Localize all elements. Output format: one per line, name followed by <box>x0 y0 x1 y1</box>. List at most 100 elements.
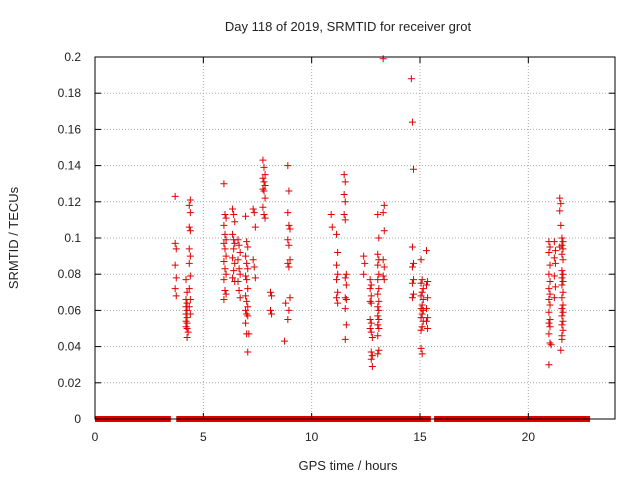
data-point <box>558 312 566 320</box>
data-point <box>259 156 267 164</box>
data-point <box>423 317 430 325</box>
data-point <box>410 259 417 267</box>
data-point <box>367 328 375 336</box>
data-point <box>284 236 292 244</box>
data-point <box>259 203 267 211</box>
data-point <box>375 315 383 323</box>
data-point <box>220 296 228 304</box>
data-point <box>545 361 553 369</box>
data-point <box>418 310 426 318</box>
data-point <box>340 191 348 199</box>
data-point <box>558 294 566 302</box>
data-point <box>545 296 553 304</box>
data-point <box>374 290 382 298</box>
data-point <box>374 321 382 329</box>
data-point <box>243 238 251 246</box>
data-point <box>260 163 268 171</box>
data-point <box>221 210 229 218</box>
data-point <box>558 274 566 282</box>
data-point <box>231 218 239 226</box>
data-point <box>340 171 348 179</box>
y-tick-label: 0.16 <box>58 122 82 136</box>
data-point <box>408 118 416 126</box>
data-point <box>183 306 191 314</box>
data-point <box>558 267 566 275</box>
data-point <box>183 288 191 296</box>
data-point <box>242 292 250 300</box>
data-point <box>551 247 559 255</box>
data-point <box>551 259 559 267</box>
data-point <box>424 294 432 302</box>
x-tick-label: 0 <box>92 430 99 444</box>
axis-ticks: 0 5 10 15 20 0 0.02 0.04 0.06 0.08 0.1 0.12 0.14 0.16… <box>58 50 615 444</box>
data-point <box>236 294 244 302</box>
data-point <box>374 303 382 311</box>
data-point <box>558 321 566 329</box>
data-point <box>284 209 292 217</box>
data-point <box>183 325 191 332</box>
data-point <box>366 276 374 284</box>
data-point <box>408 294 416 302</box>
data-point <box>259 174 267 182</box>
data-point <box>221 265 229 273</box>
data-point <box>342 296 350 304</box>
data-point <box>417 326 425 334</box>
data-point <box>374 250 382 258</box>
data-point <box>408 263 416 271</box>
data-point <box>186 252 194 260</box>
x-tick-label: 10 <box>305 430 319 444</box>
y-tick-label: 0.2 <box>64 50 81 64</box>
data-point <box>545 330 553 338</box>
data-point <box>222 214 230 222</box>
data-point <box>550 294 558 302</box>
data-point <box>342 270 350 278</box>
data-point <box>243 276 251 284</box>
data-point <box>234 256 242 264</box>
y-tick-label: 0.04 <box>58 340 82 354</box>
data-point <box>342 321 350 329</box>
data-point <box>368 352 376 360</box>
data-point <box>286 256 294 264</box>
data-point <box>286 294 294 302</box>
data-point <box>244 312 252 320</box>
data-point <box>547 341 555 349</box>
data-point <box>171 261 179 269</box>
data-point <box>286 225 294 233</box>
data-points <box>171 55 567 371</box>
data-point <box>558 241 566 249</box>
data-point <box>367 319 375 327</box>
data-point <box>230 245 238 253</box>
data-point <box>186 227 194 235</box>
data-point <box>185 245 193 253</box>
data-point <box>417 279 425 287</box>
x-tick-label: 5 <box>200 430 207 444</box>
data-point <box>410 290 417 298</box>
data-point <box>341 274 349 282</box>
data-point <box>380 276 388 284</box>
data-point <box>268 292 276 300</box>
data-point <box>374 210 382 218</box>
data-point <box>171 285 179 293</box>
data-point <box>341 198 349 206</box>
data-point <box>236 270 244 278</box>
data-point <box>417 344 425 352</box>
data-point <box>424 277 432 285</box>
data-point <box>559 288 567 296</box>
data-point <box>261 194 269 202</box>
data-point <box>221 286 229 294</box>
data-point <box>380 201 388 209</box>
data-point <box>285 187 293 195</box>
data-point <box>341 178 349 186</box>
data-point <box>220 221 228 229</box>
data-point <box>229 254 237 262</box>
data-point <box>546 339 554 347</box>
data-point <box>186 272 194 280</box>
data-point <box>171 239 179 247</box>
data-point <box>235 241 243 249</box>
data-point <box>284 315 292 323</box>
data-point <box>172 274 180 282</box>
data-point <box>546 277 554 285</box>
data-point <box>250 263 258 271</box>
data-point <box>342 281 350 289</box>
data-point <box>375 285 383 293</box>
